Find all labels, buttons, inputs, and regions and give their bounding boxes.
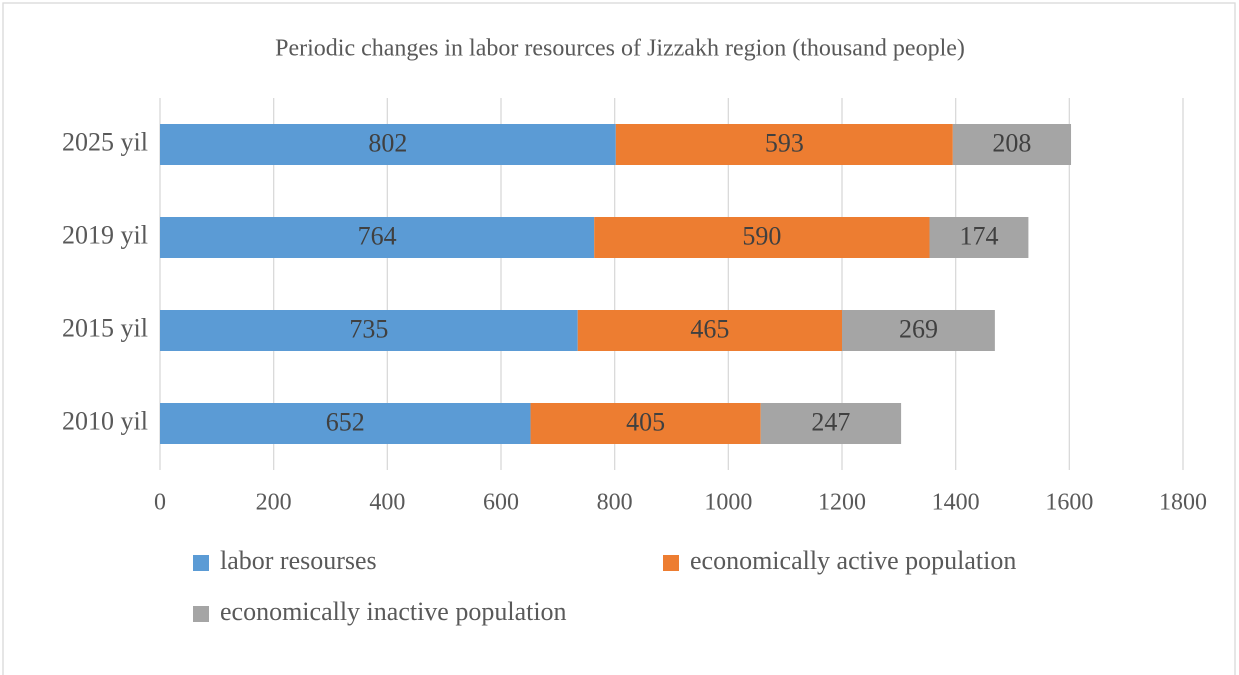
bar-segment [160, 124, 616, 165]
data-label: 802 [368, 128, 407, 157]
y-tick-label: 2015 yil [62, 313, 148, 342]
data-label: 247 [811, 407, 850, 436]
bar-segment [615, 124, 953, 165]
data-label: 735 [349, 314, 388, 343]
bar-segment [577, 310, 842, 351]
y-tick-label: 2025 yil [62, 127, 148, 156]
x-tick-label: 0 [154, 490, 166, 516]
chart-title: Periodic changes in labor resources of J… [275, 36, 965, 62]
legend-label: economically active population [690, 546, 1016, 575]
x-tick-label: 800 [597, 490, 633, 516]
legend-swatch [663, 555, 679, 571]
bar-segment [929, 217, 1029, 258]
y-tick-label: 2019 yil [62, 220, 148, 249]
bar-segment [952, 124, 1072, 165]
data-label: 208 [992, 128, 1031, 157]
data-label: 593 [765, 128, 804, 157]
data-label: 652 [326, 407, 365, 436]
legend-swatch [193, 555, 209, 571]
data-label: 269 [899, 314, 938, 343]
x-tick-label: 1400 [932, 490, 980, 516]
bar-segment [160, 310, 578, 351]
bar-segment [160, 217, 595, 258]
data-label: 465 [690, 314, 729, 343]
legend-label: labor resourses [220, 546, 377, 575]
bar-segment [160, 403, 531, 444]
x-tick-label: 400 [369, 490, 405, 516]
x-tick-label: 1000 [704, 490, 752, 516]
data-label: 174 [959, 221, 998, 250]
data-label: 590 [742, 221, 781, 250]
bar-segment [842, 310, 995, 351]
x-tick-label: 1600 [1045, 490, 1093, 516]
x-tick-label: 200 [256, 490, 292, 516]
bar-segment [530, 403, 761, 444]
bar-segment [760, 403, 902, 444]
x-tick-label: 600 [483, 490, 519, 516]
x-tick-label: 1200 [818, 490, 866, 516]
legend-label: economically inactive population [220, 597, 567, 626]
legend-swatch [193, 606, 209, 622]
data-label: 764 [358, 221, 397, 250]
y-tick-label: 2010 yil [62, 406, 148, 435]
x-tick-label: 1800 [1159, 490, 1207, 516]
data-label: 405 [626, 407, 665, 436]
bar-segment [594, 217, 930, 258]
